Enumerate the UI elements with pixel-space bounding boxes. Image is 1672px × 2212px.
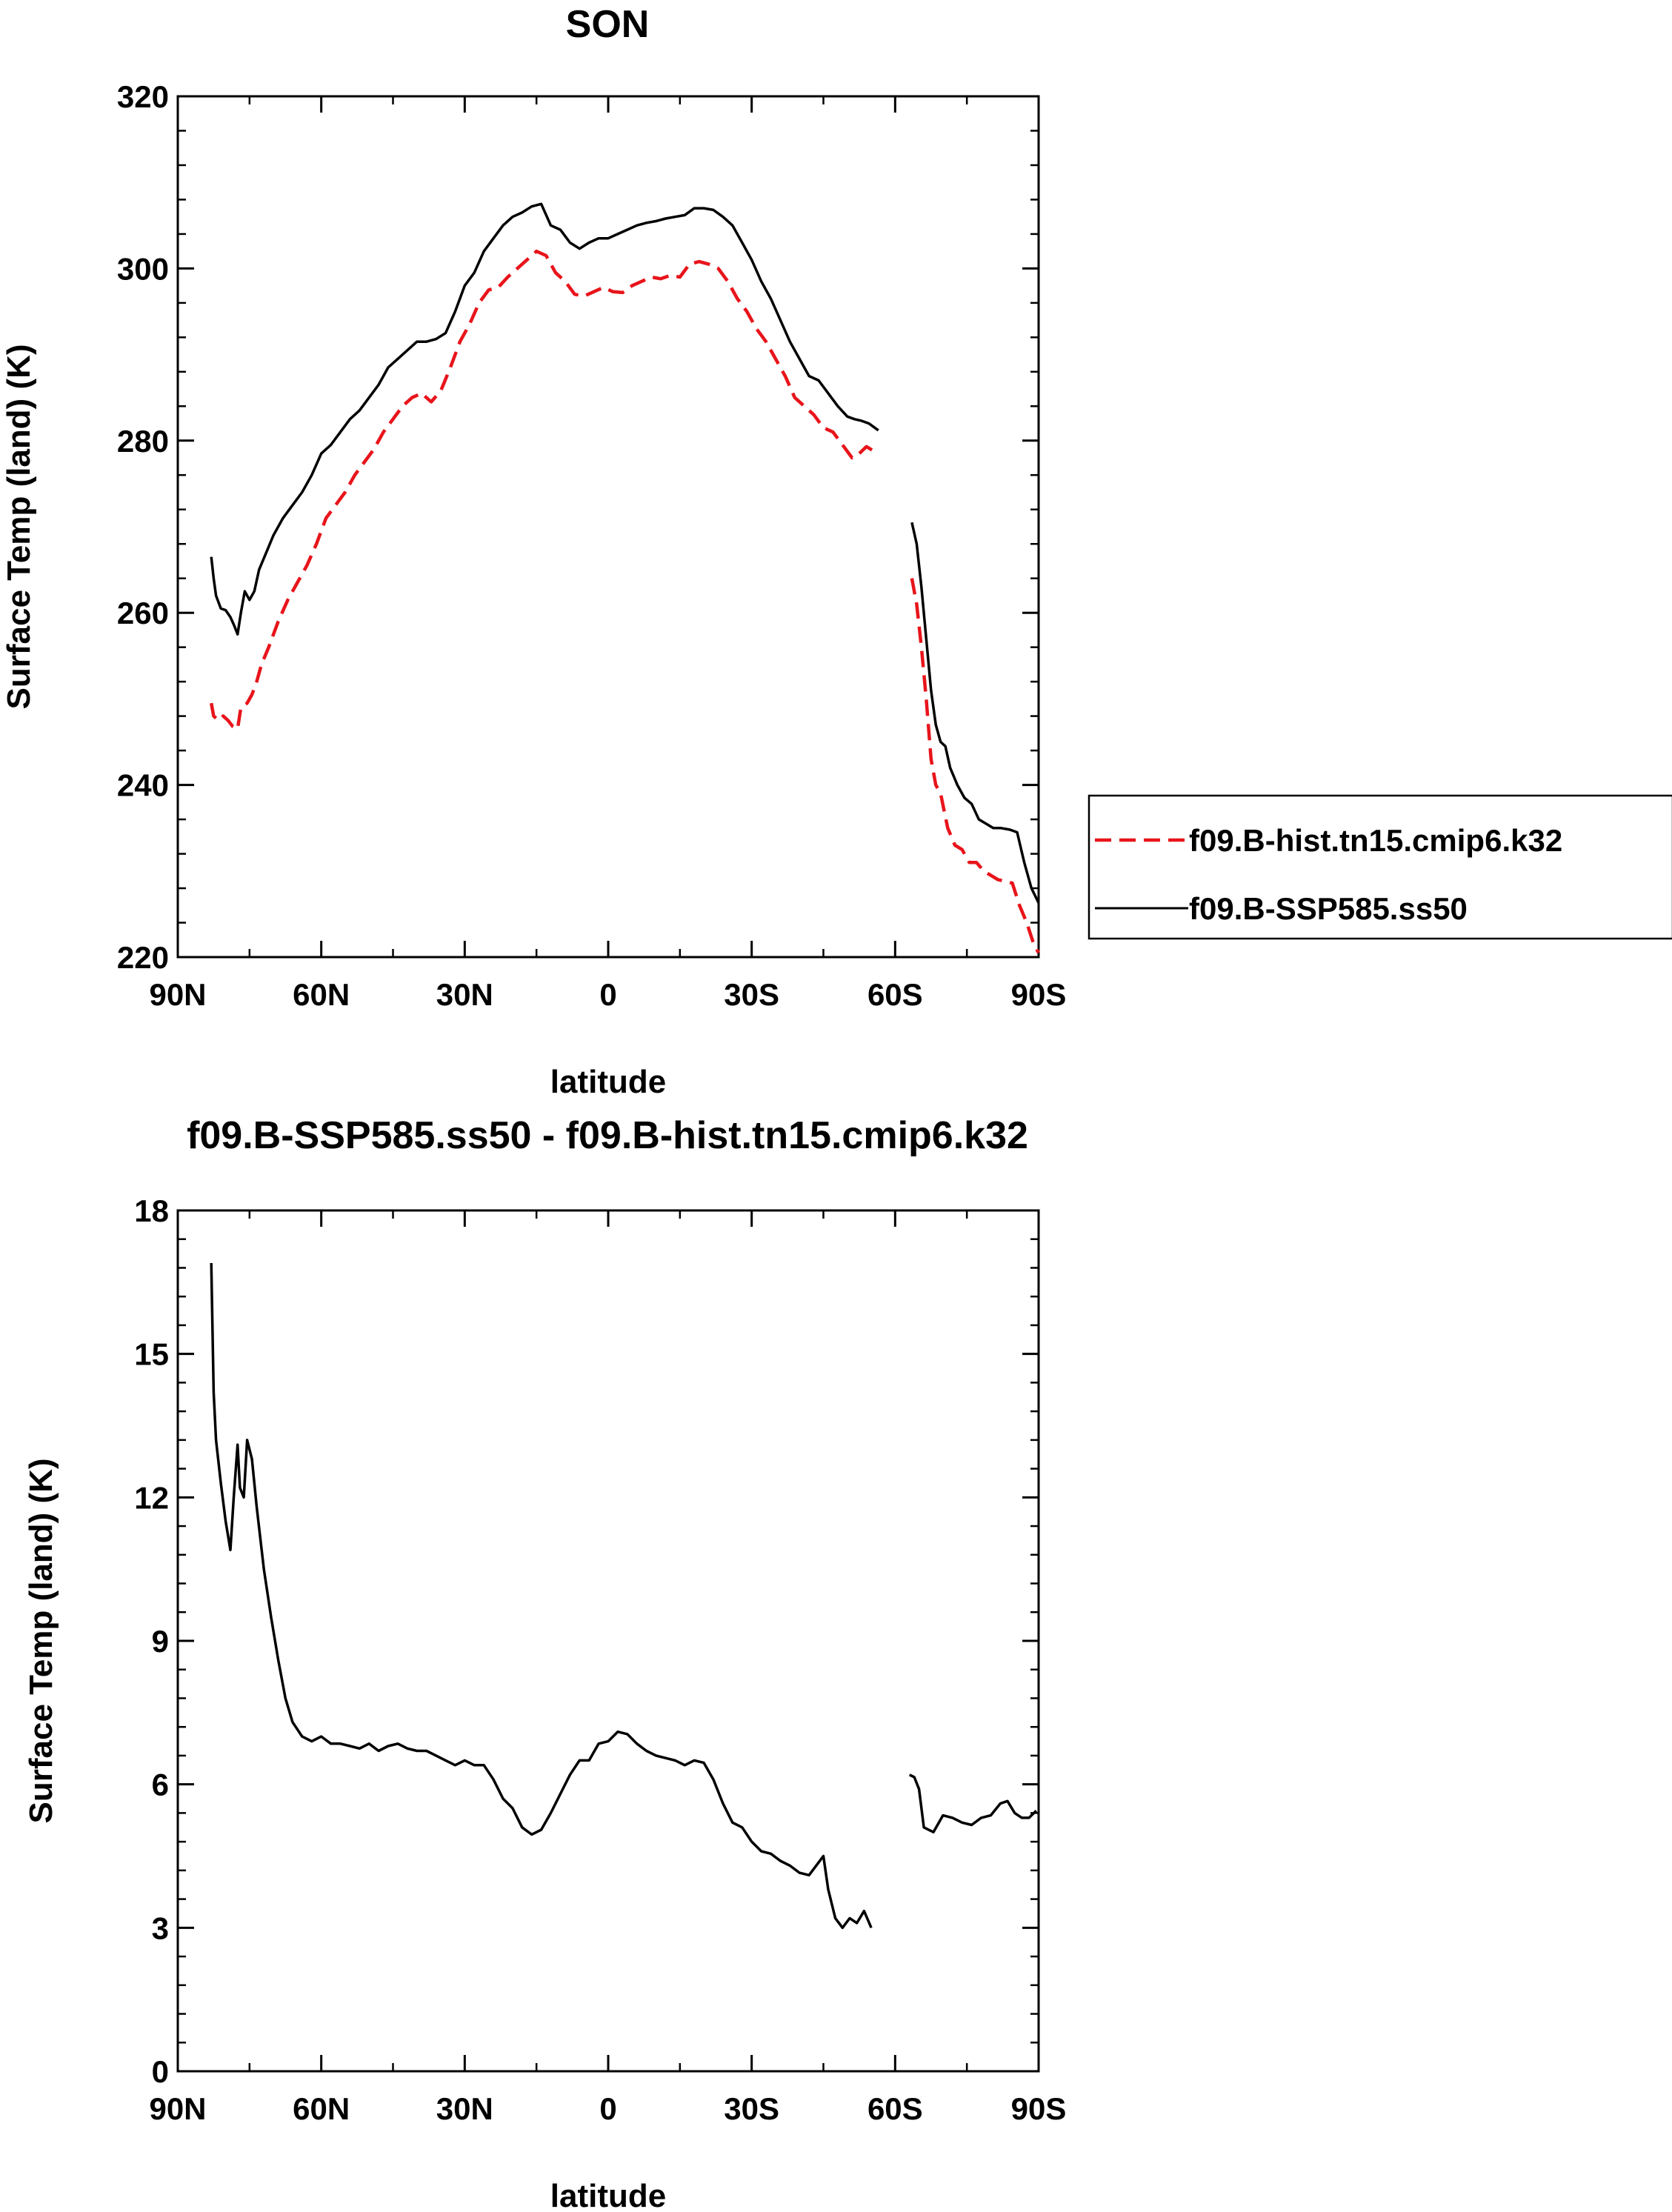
axis-ticks: 90N 60N 30N 0 30S 60S 90S 0 3 6 9 12 15 18	[134, 1193, 1066, 2126]
chart-title: f09.B-SSP585.ss50 - f09.B-hist.tn15.cmip…	[187, 1114, 1028, 1157]
x-tick-label: 30N	[436, 977, 493, 1012]
x-tick-label: 60S	[867, 2091, 923, 2126]
series-line-ssp585	[210, 1262, 873, 1930]
chart-top-son: SON 90N 60N 30N 0 30S 60S 90S 220 240 260 280 300 32…	[1, 3, 1672, 1100]
series-group	[210, 1262, 1038, 1930]
y-tick-label: 12	[134, 1480, 169, 1515]
x-tick-label: 30S	[724, 2091, 779, 2126]
x-axis-label: latitude	[550, 2178, 666, 2212]
x-tick-label: 60S	[867, 977, 923, 1012]
series-line-ssp585	[910, 522, 1040, 904]
y-tick-label: 18	[134, 1193, 169, 1228]
y-tick-label: 260	[117, 596, 169, 630]
legend-label-ssp585: f09.B-SSP585.ss50	[1189, 891, 1468, 926]
series-line-ssp585	[210, 202, 879, 636]
chart-bottom-difference: f09.B-SSP585.ss50 - f09.B-hist.tn15.cmip…	[23, 1114, 1066, 2212]
x-tick-label: 0	[599, 2091, 616, 2126]
y-axis-label: Surface Temp (land) (K)	[1, 344, 37, 709]
y-tick-label: 220	[117, 940, 169, 975]
plot-frame	[176, 1209, 1040, 2073]
y-tick-label: 15	[134, 1337, 169, 1372]
x-tick-label: 60N	[293, 2091, 350, 2126]
x-tick-label: 30S	[724, 977, 779, 1012]
y-axis-label: Surface Temp (land) (K)	[23, 1458, 59, 1823]
y-tick-label: 9	[152, 1624, 169, 1659]
series-line-hist	[910, 578, 1040, 954]
y-tick-label: 240	[117, 768, 169, 803]
x-tick-label: 90S	[1011, 977, 1067, 1012]
axis-ticks: 90N 60N 30N 0 30S 60S 90S 220 240 260 280 300 320	[117, 79, 1066, 1012]
x-tick-label: 60N	[293, 977, 350, 1012]
legend: f09.B-hist.tn15.cmip6.k32 f09.B-SSP585.s…	[1088, 794, 1672, 940]
series-line-ssp585	[908, 1773, 1038, 1833]
plot-frame	[176, 95, 1040, 959]
chart-title: SON	[566, 3, 650, 46]
x-axis-label: latitude	[550, 1064, 666, 1100]
x-tick-label: 90N	[149, 977, 206, 1012]
y-tick-label: 3	[152, 1910, 169, 1945]
x-tick-label: 0	[599, 977, 616, 1012]
y-tick-label: 0	[152, 2054, 169, 2089]
y-tick-label: 320	[117, 79, 169, 114]
x-tick-label: 90N	[149, 2091, 206, 2126]
series-line-hist	[209, 249, 880, 731]
y-tick-label: 300	[117, 251, 169, 286]
x-tick-label: 30N	[436, 2091, 493, 2126]
legend-box	[1088, 794, 1672, 940]
x-tick-label: 90S	[1011, 2091, 1067, 2126]
y-tick-label: 6	[152, 1768, 169, 1802]
series-group	[209, 202, 1040, 954]
legend-label-hist: f09.B-hist.tn15.cmip6.k32	[1189, 823, 1562, 858]
y-tick-label: 280	[117, 424, 169, 459]
